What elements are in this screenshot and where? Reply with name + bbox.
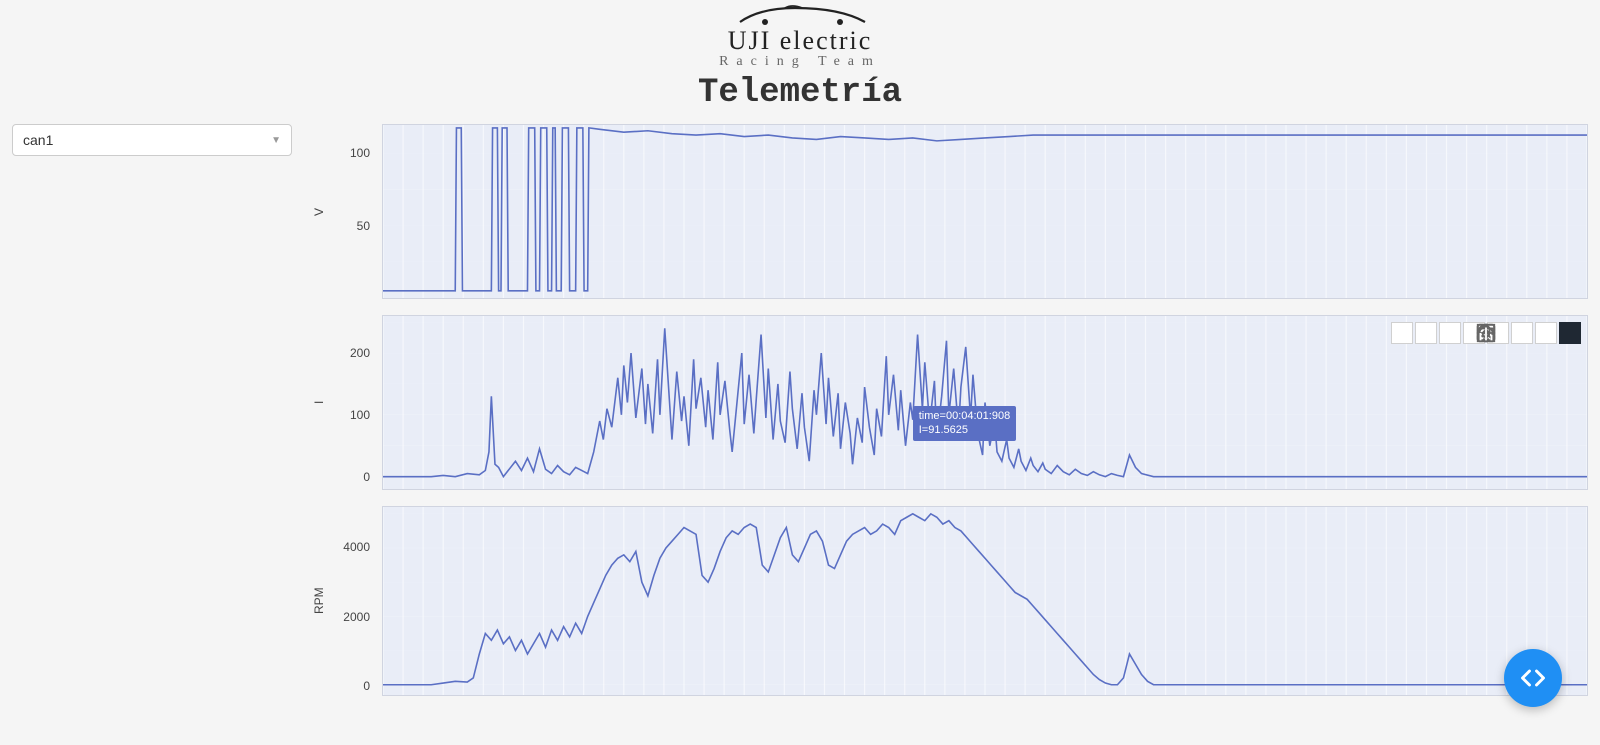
chart-row-current: I 0 100 200 time=00:04:01:908I=91.5625 [312,315,1588,490]
sidebar: can1 ▼ [12,124,292,156]
tooltip-line1: time=00:04:01:908 [919,409,1010,423]
ytick-label: 2000 [343,610,370,624]
charts-container: V 50 100 I 0 100 200 time=00:04:01:908I=91.5625… [312,124,1588,696]
logo-car-icon [710,2,890,26]
ytick-label: 100 [350,146,370,160]
chart-tooltip: time=00:04:01:908I=91.5625 [913,406,1016,441]
chart-row-voltage: V 50 100 [312,124,1588,299]
chevron-down-icon: ▼ [271,135,281,146]
code-icon [1519,664,1547,692]
chart-toolbar [1391,322,1581,344]
logo-text-line2: Racing Team [710,54,890,70]
chart-plot-rpm[interactable] [382,506,1588,696]
header: UJI electric Racing Team Telemetría [0,0,1600,112]
code-fab-button[interactable] [1504,649,1562,707]
chart-plot-current[interactable]: time=00:04:01:908I=91.5625 [382,315,1588,490]
chart-ylabel: RPM [312,506,330,696]
logo-text-line1: UJI electric [710,26,890,56]
chart-plot-voltage[interactable] [382,124,1588,299]
chart-yticks: 0 2000 4000 [338,506,374,696]
page-title: Telemetría [0,74,1600,112]
ytick-label: 0 [363,679,370,693]
chart-yticks: 50 100 [338,124,374,299]
ytick-label: 0 [363,470,370,484]
toolbar-chart-button[interactable] [1559,322,1581,344]
ytick-label: 50 [357,219,370,233]
chart-ylabel: V [312,124,330,299]
chart-yticks: 0 100 200 [338,315,374,490]
ytick-label: 100 [350,408,370,422]
tooltip-line2: I=91.5625 [919,423,1010,437]
chart-row-rpm: RPM 0 2000 4000 [312,506,1588,696]
logo: UJI electric Racing Team [710,2,890,70]
channel-select[interactable]: can1 ▼ [12,124,292,156]
ytick-label: 200 [350,346,370,360]
channel-select-value: can1 [23,132,53,148]
chart-ylabel: I [312,315,330,490]
ytick-label: 4000 [343,540,370,554]
